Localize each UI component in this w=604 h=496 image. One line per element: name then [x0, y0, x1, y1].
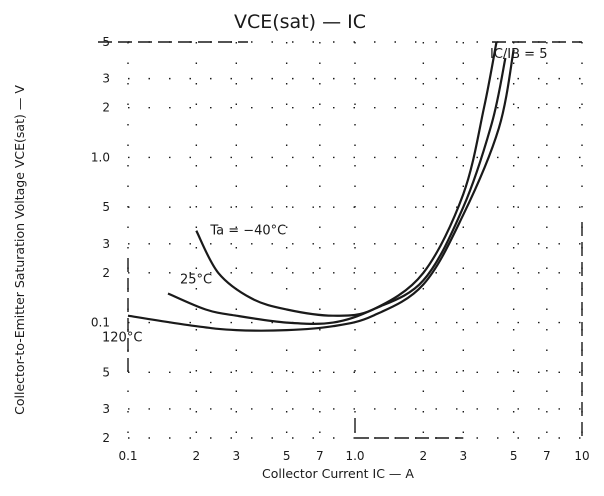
series-label-25c: 25°C: [180, 272, 212, 287]
grid-lines: [127, 41, 583, 439]
y-tick-label: 3: [102, 72, 110, 86]
series-label-ta-minus-40: Ta = −40°C: [209, 224, 286, 239]
x-tick-label: 7: [316, 449, 324, 463]
x-tick-label: 3: [459, 449, 467, 463]
y-tick-label: 2: [102, 266, 110, 280]
x-tick-label: 1.0: [345, 449, 364, 463]
y-axis-label: Collector-to-Emitter Saturation Voltage …: [12, 85, 27, 415]
series-ta-minus-40-curve: [195, 41, 498, 317]
y-tick-label: 5: [102, 200, 110, 214]
y-tick-label: 2: [102, 101, 110, 115]
chart-title: VCE(sat) — IC: [234, 11, 366, 33]
x-tick-label: 2: [420, 449, 428, 463]
x-tick-label: 2: [193, 449, 201, 463]
x-tick-label: 5: [283, 449, 291, 463]
series-120c-curve: [127, 49, 515, 332]
y-tick-label: 5: [102, 365, 110, 379]
y-tick-label: 0.1: [91, 316, 110, 330]
y-tick-label: 3: [102, 237, 110, 251]
x-tick-label: 10: [574, 449, 589, 463]
y-tick-label: 3: [102, 402, 110, 416]
x-tick-label: 3: [232, 449, 240, 463]
x-tick-label: 7: [543, 449, 551, 463]
plot-frame: [98, 41, 583, 439]
x-tick-label: 5: [510, 449, 518, 463]
series-label-120c: 120°C: [102, 331, 142, 346]
series-curves: [127, 41, 515, 332]
condition-label: IC/IB = 5: [490, 47, 547, 62]
series-25c-curve: [167, 57, 507, 325]
x-tick-labels: 0.1 2 3 5 7 1.0 2 3 5 7 10: [118, 449, 589, 463]
y-tick-label: 1.0: [91, 150, 110, 164]
y-tick-label: 5: [102, 35, 110, 49]
x-axis-label: Collector Current IC — A: [262, 466, 414, 481]
y-tick-label: 2: [102, 431, 110, 445]
y-tick-labels: 2 3 5 0.1 2 3 5 1.0 2 3 5: [91, 35, 110, 445]
x-tick-label: 0.1: [118, 449, 137, 463]
